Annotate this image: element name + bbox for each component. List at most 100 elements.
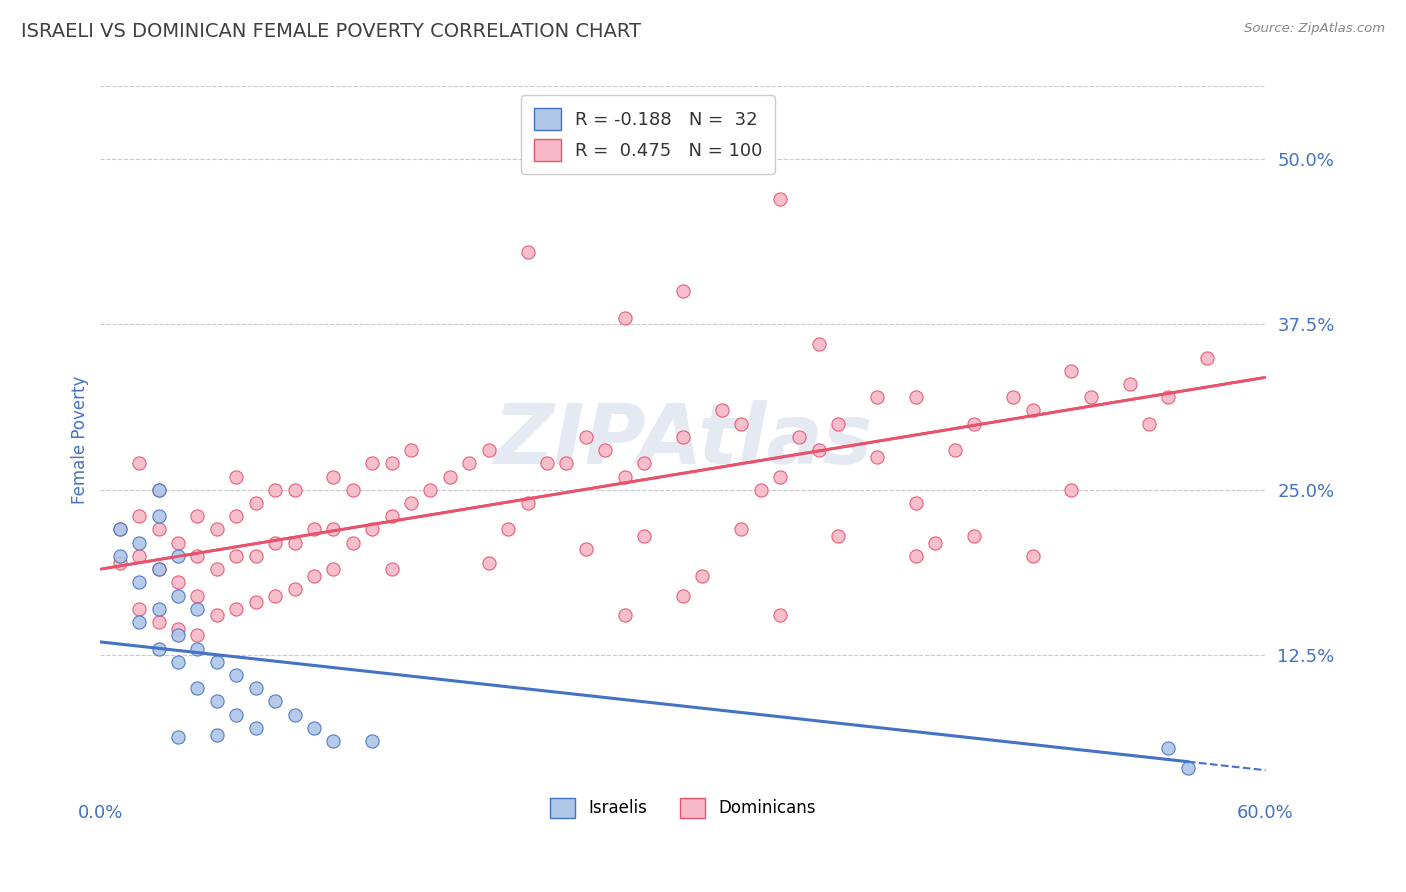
Point bbox=[342, 535, 364, 549]
Y-axis label: Female Poverty: Female Poverty bbox=[72, 376, 89, 504]
Point bbox=[186, 549, 208, 563]
Point bbox=[575, 542, 598, 557]
Point bbox=[148, 483, 170, 497]
Point bbox=[672, 285, 695, 299]
Point bbox=[245, 496, 267, 510]
Point bbox=[302, 721, 325, 735]
Point bbox=[730, 417, 752, 431]
Point bbox=[283, 535, 305, 549]
Text: Source: ZipAtlas.com: Source: ZipAtlas.com bbox=[1244, 22, 1385, 36]
Point bbox=[283, 582, 305, 596]
Point bbox=[128, 602, 150, 616]
Point bbox=[361, 523, 384, 537]
Point bbox=[905, 496, 928, 510]
Point bbox=[186, 628, 208, 642]
Point bbox=[439, 469, 461, 483]
Point bbox=[516, 496, 538, 510]
Point bbox=[205, 562, 228, 576]
Point bbox=[167, 655, 190, 669]
Point bbox=[1157, 740, 1180, 755]
Point bbox=[1060, 364, 1083, 378]
Point bbox=[595, 443, 617, 458]
Point bbox=[225, 469, 247, 483]
Point bbox=[186, 509, 208, 524]
Point bbox=[167, 730, 190, 744]
Point bbox=[749, 483, 772, 497]
Point bbox=[963, 417, 986, 431]
Point bbox=[692, 568, 714, 582]
Point bbox=[672, 589, 695, 603]
Point bbox=[225, 509, 247, 524]
Point bbox=[963, 529, 986, 543]
Point bbox=[1197, 351, 1219, 365]
Point bbox=[613, 608, 636, 623]
Point bbox=[419, 483, 441, 497]
Point bbox=[205, 727, 228, 741]
Point bbox=[108, 523, 131, 537]
Point bbox=[283, 707, 305, 722]
Point bbox=[264, 535, 287, 549]
Point bbox=[905, 549, 928, 563]
Point bbox=[108, 549, 131, 563]
Point bbox=[730, 523, 752, 537]
Point bbox=[827, 529, 849, 543]
Point bbox=[245, 595, 267, 609]
Point bbox=[167, 575, 190, 590]
Point bbox=[322, 562, 344, 576]
Point bbox=[167, 622, 190, 636]
Point bbox=[381, 562, 404, 576]
Point bbox=[128, 535, 150, 549]
Point bbox=[283, 483, 305, 497]
Point bbox=[245, 721, 267, 735]
Point bbox=[633, 529, 655, 543]
Point bbox=[613, 310, 636, 325]
Legend: Israelis, Dominicans: Israelis, Dominicans bbox=[543, 791, 823, 824]
Point bbox=[672, 430, 695, 444]
Point bbox=[381, 509, 404, 524]
Point bbox=[186, 602, 208, 616]
Point bbox=[148, 615, 170, 629]
Point bbox=[302, 523, 325, 537]
Point bbox=[905, 390, 928, 404]
Point bbox=[1157, 390, 1180, 404]
Point bbox=[458, 456, 481, 470]
Point bbox=[167, 628, 190, 642]
Point bbox=[1021, 549, 1043, 563]
Point bbox=[148, 562, 170, 576]
Point bbox=[302, 568, 325, 582]
Point bbox=[148, 641, 170, 656]
Point bbox=[575, 430, 598, 444]
Point bbox=[245, 549, 267, 563]
Point bbox=[1177, 761, 1199, 775]
Point bbox=[807, 337, 830, 351]
Point bbox=[866, 450, 889, 464]
Point bbox=[536, 456, 558, 470]
Point bbox=[943, 443, 966, 458]
Point bbox=[245, 681, 267, 696]
Point bbox=[1118, 376, 1140, 391]
Point bbox=[225, 549, 247, 563]
Point bbox=[769, 469, 792, 483]
Point bbox=[108, 523, 131, 537]
Point bbox=[264, 694, 287, 708]
Point bbox=[264, 483, 287, 497]
Point bbox=[167, 549, 190, 563]
Point bbox=[555, 456, 578, 470]
Point bbox=[1060, 483, 1083, 497]
Point bbox=[128, 456, 150, 470]
Point bbox=[205, 694, 228, 708]
Point bbox=[769, 608, 792, 623]
Point bbox=[827, 417, 849, 431]
Point bbox=[322, 734, 344, 748]
Point bbox=[205, 523, 228, 537]
Point bbox=[399, 443, 422, 458]
Point bbox=[148, 602, 170, 616]
Point bbox=[1002, 390, 1025, 404]
Point bbox=[167, 589, 190, 603]
Point bbox=[186, 641, 208, 656]
Point bbox=[342, 483, 364, 497]
Point bbox=[148, 509, 170, 524]
Point bbox=[205, 608, 228, 623]
Point bbox=[789, 430, 811, 444]
Point bbox=[108, 556, 131, 570]
